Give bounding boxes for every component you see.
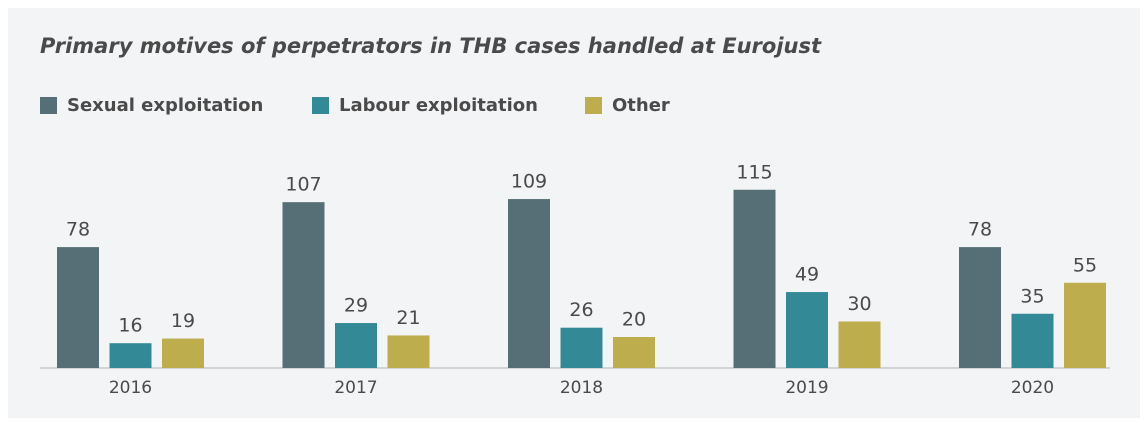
data-label: 55 bbox=[1073, 254, 1097, 276]
legend-swatch bbox=[40, 97, 57, 114]
legend-label: Sexual exploitation bbox=[67, 95, 263, 116]
bar bbox=[109, 343, 152, 368]
x-tick-label: 2016 bbox=[109, 378, 152, 398]
data-label: 26 bbox=[569, 299, 593, 321]
bar bbox=[387, 335, 430, 368]
legend-label: Labour exploitation bbox=[339, 95, 538, 116]
data-label: 107 bbox=[285, 174, 321, 196]
x-tick-label: 2017 bbox=[334, 378, 377, 398]
x-tick-label: 2019 bbox=[785, 378, 828, 398]
data-label: 16 bbox=[118, 315, 142, 337]
data-label: 29 bbox=[344, 295, 368, 317]
legend-swatch bbox=[312, 97, 329, 114]
data-label: 19 bbox=[171, 310, 195, 332]
bar bbox=[162, 338, 204, 368]
legend-swatch bbox=[585, 97, 602, 114]
data-label: 78 bbox=[968, 219, 992, 241]
data-label: 49 bbox=[795, 264, 819, 286]
data-label: 78 bbox=[66, 219, 90, 241]
bar bbox=[613, 337, 655, 368]
data-label: 115 bbox=[736, 161, 772, 183]
bar bbox=[733, 189, 776, 368]
legend-label: Other bbox=[612, 95, 670, 116]
bar bbox=[560, 327, 603, 368]
bar bbox=[335, 323, 377, 368]
bar bbox=[1064, 282, 1106, 368]
data-label: 20 bbox=[622, 309, 646, 331]
x-tick-label: 2018 bbox=[560, 378, 603, 398]
bar bbox=[508, 199, 550, 368]
data-label: 109 bbox=[511, 171, 547, 193]
bar bbox=[282, 202, 325, 368]
data-label: 30 bbox=[847, 293, 871, 315]
data-label: 21 bbox=[396, 307, 420, 329]
data-label: 35 bbox=[1020, 285, 1044, 307]
bar bbox=[57, 247, 99, 368]
bar bbox=[786, 292, 828, 368]
bar bbox=[838, 321, 881, 368]
x-tick-label: 2020 bbox=[1011, 378, 1054, 398]
bar bbox=[1011, 313, 1054, 368]
bar bbox=[959, 247, 1001, 368]
chart-title: Primary motives of perpetrators in THB c… bbox=[40, 34, 822, 58]
